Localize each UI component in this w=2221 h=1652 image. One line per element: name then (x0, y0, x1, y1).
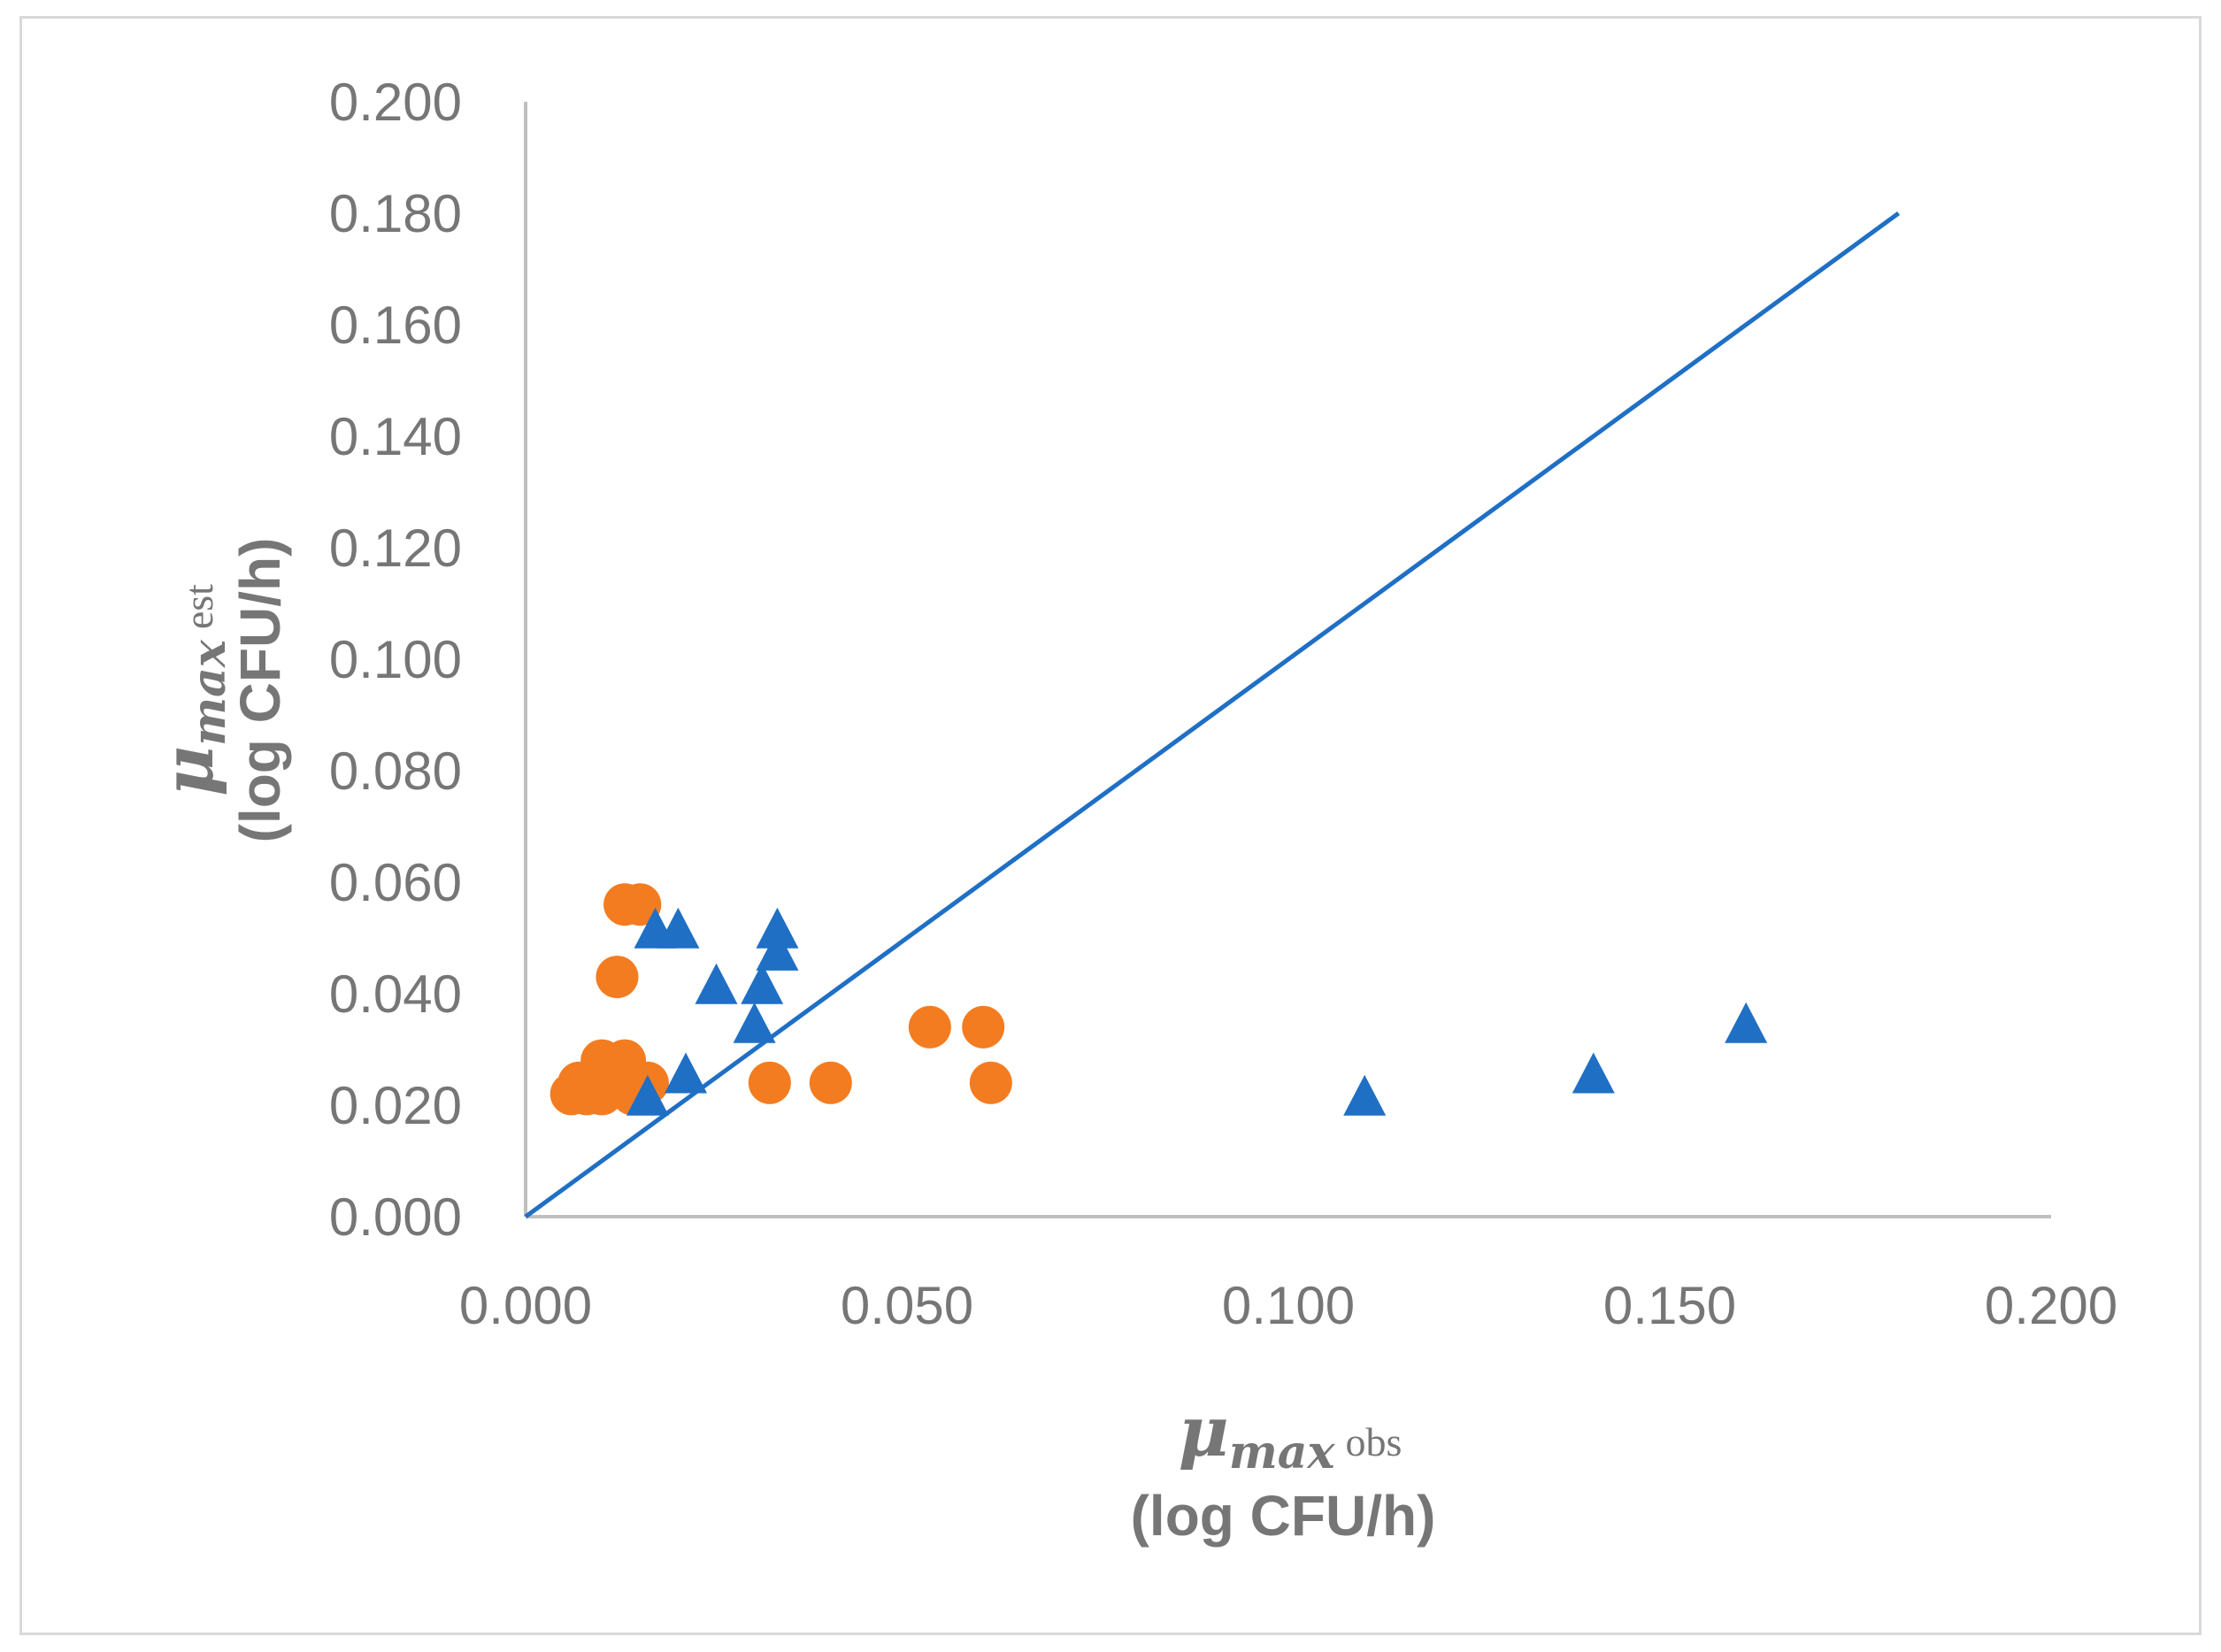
y-tick-label: 0.200 (329, 73, 462, 132)
x-axis-units: (log CFU/h) (1131, 1484, 1436, 1548)
triangle-point (756, 929, 799, 971)
y-tick-label: 0.060 (329, 853, 462, 912)
triangle-point (733, 1002, 776, 1043)
y-axis-subscript: max (182, 639, 236, 746)
triangle-point (657, 907, 700, 949)
x-tick-labels: 0.000 0.050 0.100 0.150 0.200 (459, 1276, 2117, 1335)
triangle-point (1343, 1074, 1387, 1116)
triangle-point (1572, 1052, 1615, 1094)
circle-point (748, 1061, 791, 1104)
y-tick-label: 0.120 (329, 519, 462, 578)
triangle-point (626, 1074, 669, 1116)
y-tick-label: 0.100 (329, 630, 462, 689)
y-tick-label: 0.180 (329, 184, 462, 243)
triangle-point (756, 907, 799, 949)
x-tick-label: 0.000 (459, 1276, 592, 1335)
circle-point (596, 956, 639, 999)
x-tick-label: 0.100 (1222, 1276, 1355, 1335)
y-tick-label: 0.080 (329, 741, 462, 801)
x-axis-symbol: μ (1179, 1392, 1229, 1472)
triangle-point (1725, 1002, 1768, 1043)
y-axis-symbol: μ (149, 746, 229, 796)
axes (524, 102, 2051, 1218)
y-tick-label: 0.040 (329, 964, 462, 1024)
x-tick-label: 0.150 (1603, 1276, 1736, 1335)
x-tick-label: 0.200 (1985, 1276, 2117, 1335)
triangle-point (695, 963, 738, 1004)
x-axis-subscript: max (1229, 1425, 1336, 1479)
chart-frame (19, 16, 2202, 1635)
circle-point (809, 1061, 852, 1104)
y-tick-label: 0.020 (329, 1076, 462, 1135)
circle-point (962, 1005, 1005, 1049)
y-axis-title: μmax est (log CFU/h) (149, 538, 292, 843)
x-tick-label: 0.050 (841, 1276, 973, 1335)
plot-area (524, 211, 1901, 1219)
y-tick-label: 0.140 (329, 407, 462, 466)
triangle-point (665, 1052, 708, 1094)
circle-point (619, 883, 662, 926)
x-axis-suffix: obs (1345, 1419, 1402, 1464)
x-axis-title: μmax obs (log CFU/h) (1131, 1392, 1436, 1548)
circle-point (969, 1061, 1012, 1104)
y-axis-units: (log CFU/h) (228, 538, 292, 843)
triangle-point (741, 963, 784, 1004)
y-tick-labels: 0.000 0.020 0.040 0.060 0.080 0.100 0.120 0.140… (329, 73, 462, 1247)
y-axis-suffix: est (176, 584, 221, 629)
circle-point (908, 1005, 951, 1049)
svg-text:μmaxest: μmax est (149, 584, 236, 796)
y-tick-label: 0.000 (329, 1187, 462, 1247)
y-tick-label: 0.160 (329, 296, 462, 355)
reference-line (524, 211, 1901, 1219)
